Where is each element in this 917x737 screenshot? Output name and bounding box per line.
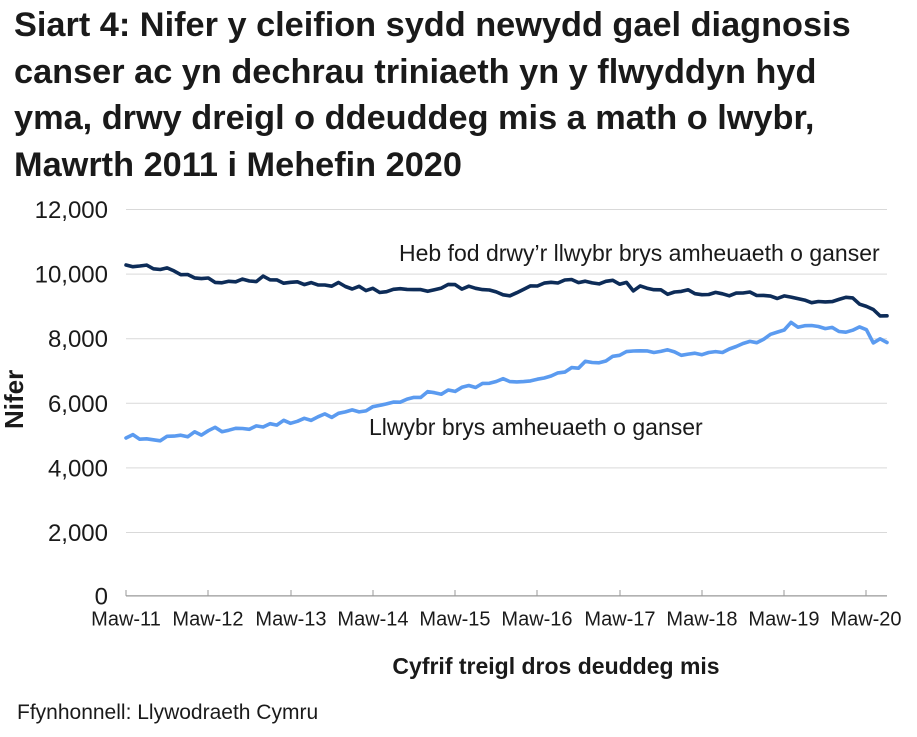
svg-text:Maw-16: Maw-16: [501, 609, 572, 631]
svg-text:10,000: 10,000: [35, 262, 108, 289]
svg-text:Maw-19: Maw-19: [748, 609, 819, 631]
svg-text:Maw-12: Maw-12: [172, 609, 243, 631]
svg-text:2,000: 2,000: [48, 520, 108, 547]
svg-text:Cyfrif treigl dros deuddeg mis: Cyfrif treigl dros deuddeg mis: [392, 653, 719, 679]
svg-text:12,000: 12,000: [35, 197, 108, 224]
svg-text:0: 0: [95, 583, 108, 610]
svg-text:Maw-18: Maw-18: [666, 609, 737, 631]
svg-text:Nifer: Nifer: [0, 370, 29, 429]
svg-text:Maw-14: Maw-14: [337, 609, 408, 631]
svg-text:Maw-11: Maw-11: [91, 609, 161, 631]
svg-text:4,000: 4,000: [48, 455, 108, 482]
svg-text:Heb fod drwy’r llwybr brys amh: Heb fod drwy’r llwybr brys amheuaeth o g…: [399, 240, 880, 266]
svg-text:Maw-17: Maw-17: [584, 609, 655, 631]
svg-text:Maw-15: Maw-15: [419, 609, 490, 631]
svg-text:6,000: 6,000: [48, 391, 108, 418]
svg-text:Maw-13: Maw-13: [255, 609, 326, 631]
svg-text:Llwybr brys amheuaeth o ganser: Llwybr brys amheuaeth o ganser: [369, 414, 703, 440]
svg-text:8,000: 8,000: [48, 326, 108, 353]
svg-text:Maw-20: Maw-20: [830, 609, 901, 631]
